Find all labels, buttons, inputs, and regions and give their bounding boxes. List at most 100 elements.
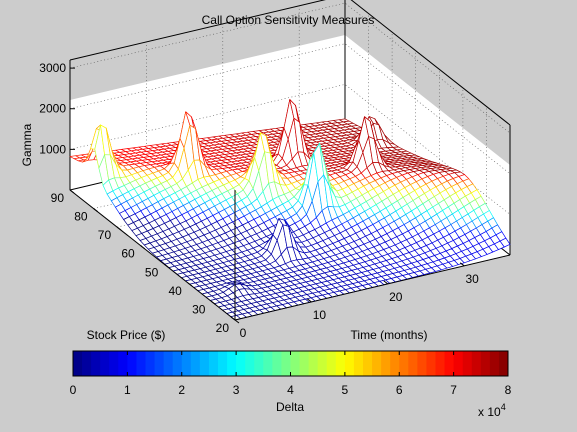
colorbar-cell (218, 351, 228, 376)
y-axis-ticks: 20 30 40 50 60 70 80 90 (51, 189, 240, 335)
y-tick-label: 50 (145, 265, 159, 279)
z-axis-label: Gamma (20, 123, 34, 166)
colorbar-tick-label: 5 (342, 383, 349, 397)
x-tick-label: 10 (313, 308, 327, 322)
colorbar-cell (73, 351, 83, 376)
colorbar-ticks: 0 1 2 3 4 5 6 7 8 (70, 351, 512, 397)
x-tick-label: 30 (465, 272, 479, 286)
colorbar-exponent-power: 4 (501, 402, 506, 412)
colorbar-tick-label: 8 (505, 383, 512, 397)
colorbar-cell (453, 351, 464, 376)
colorbar-cell (172, 351, 183, 376)
colorbar-cell (462, 351, 473, 376)
axes-edge (350, 0, 511, 126)
colorbar-cell (471, 351, 482, 376)
colorbar-cell (245, 351, 255, 376)
y-tick-mark (234, 319, 240, 324)
colorbar-cell (163, 351, 174, 376)
x-tick-mark (230, 316, 236, 321)
axes-edge (69, 0, 326, 61)
colorbar-exponent: x 104 (478, 402, 506, 419)
colorbar-cell (118, 351, 128, 376)
colorbar-cell (154, 351, 165, 376)
y-axis-label: Stock Price ($) (87, 328, 166, 342)
colorbar-tick-label: 4 (287, 383, 294, 397)
colorbar-tick-label: 6 (396, 383, 403, 397)
chart-title: Call Option Sensitivity Measures (202, 13, 375, 27)
colorbar-cell (390, 351, 400, 376)
colorbar-cell (100, 351, 110, 376)
y-tick-label: 40 (168, 284, 182, 298)
x-tick-mark (307, 298, 312, 303)
gamma-surface-mesh (69, 99, 511, 321)
z-axis-ticks: 1000 2000 3000 (39, 61, 75, 156)
colorbar-cell (408, 351, 418, 376)
y-tick-mark (211, 301, 216, 305)
colorbar-cell (136, 351, 146, 376)
x-tick-label: 0 (240, 326, 247, 340)
colorbar-cell (227, 351, 237, 376)
y-tick-mark (163, 263, 169, 268)
y-tick-mark (187, 282, 193, 287)
x-tick-mark (459, 262, 465, 267)
colorbar-cell (109, 351, 119, 376)
colorbar-cell (326, 351, 337, 376)
colorbar-cell (317, 351, 328, 376)
colorbar-cell (272, 351, 282, 376)
colorbar-tick-label: 3 (233, 383, 240, 397)
y-tick-label: 80 (74, 210, 88, 224)
y-tick-mark (93, 208, 98, 212)
colorbar-tick-label: 2 (178, 383, 185, 397)
colorbar-tick-label: 1 (124, 383, 131, 397)
surface-cell (499, 237, 511, 248)
y-tick-label: 70 (98, 228, 112, 242)
colorbar-cell (254, 351, 264, 376)
colorbar-cell (91, 351, 101, 376)
colorbar-cell (435, 351, 446, 376)
x-tick-mark (383, 280, 389, 285)
colorbar-cell (290, 351, 301, 376)
colorbar-cell (363, 351, 373, 376)
colorbar-cell (308, 351, 319, 376)
colorbar-cell (181, 351, 192, 376)
colorbar-cell (299, 351, 310, 376)
colorbar-cell (498, 351, 509, 376)
colorbar-cell (489, 351, 500, 376)
colorbar-cell (399, 351, 409, 376)
colorbar-cell (353, 351, 364, 376)
colorbar-tick-label: 7 (450, 383, 457, 397)
y-tick-label: 60 (121, 247, 135, 261)
y-tick-mark (69, 189, 75, 194)
y-tick-label: 30 (192, 302, 206, 316)
colorbar-cell (381, 351, 391, 376)
colorbar-cell (236, 351, 246, 376)
colorbar-cell (480, 351, 491, 376)
axes-front-edge (69, 189, 236, 321)
x-tick-label: 20 (389, 290, 403, 304)
x-axis-label: Time (months) (351, 328, 428, 342)
colorbar-cell (335, 351, 346, 376)
x-axis-ticks: 0 10 20 30 (230, 262, 479, 340)
colorbar-cell (199, 351, 210, 376)
colorbar-cell (344, 351, 355, 376)
z-tick-label: 2000 (39, 102, 66, 116)
colorbar-cell (127, 351, 137, 376)
colorbar-cell (145, 351, 156, 376)
colorbar-cell (263, 351, 273, 376)
colorbar-cell (444, 351, 455, 376)
colorbar-cell (417, 351, 427, 376)
colorbar-cell (281, 351, 291, 376)
y-tick-label: 20 (216, 321, 230, 335)
colorbar-color-scale (73, 351, 509, 376)
y-tick-mark (140, 245, 146, 250)
y-tick-mark (116, 226, 122, 231)
colorbar-exponent-base: x 10 (478, 405, 501, 419)
colorbar-cell (426, 351, 436, 376)
z-tick-label: 3000 (39, 61, 66, 75)
colorbar-cell (208, 351, 219, 376)
colorbar-label: Delta (276, 400, 304, 414)
colorbar-cell (372, 351, 382, 376)
colorbar-cell (82, 351, 92, 376)
